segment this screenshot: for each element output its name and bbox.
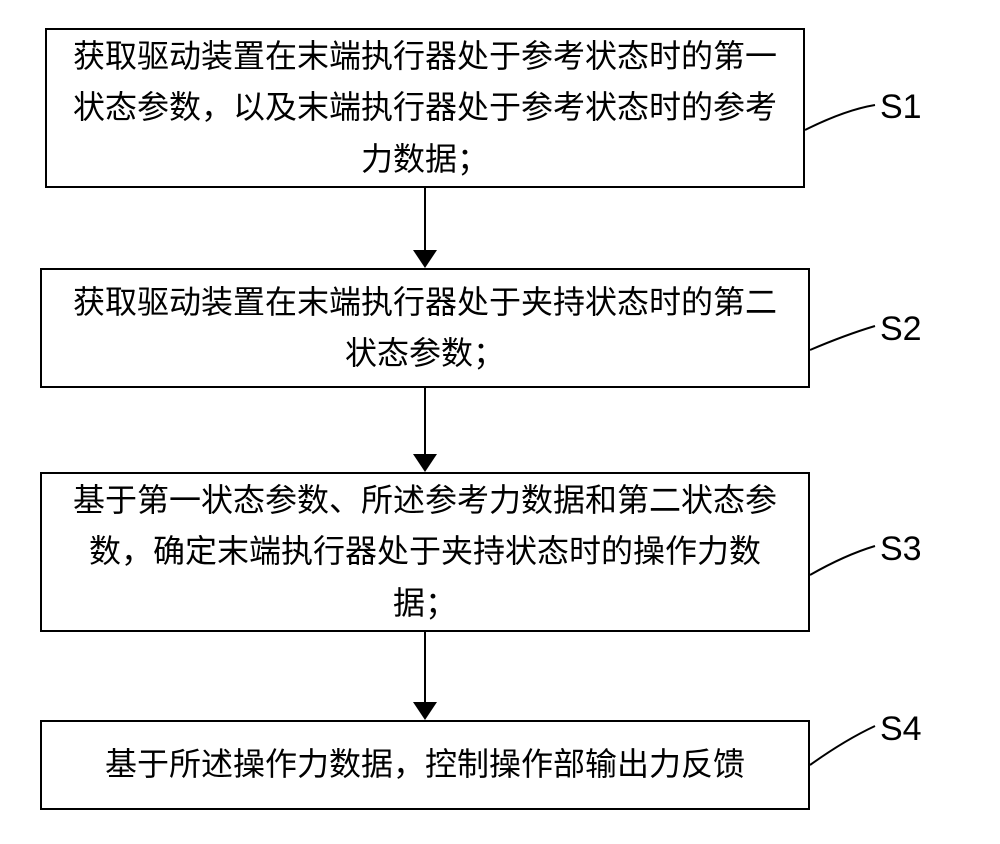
leader-s2 [808,324,877,352]
flow-label-s3: S3 [880,530,922,569]
flow-label-s1: S1 [880,88,922,127]
flow-node-s1: 获取驱动装置在末端执行器处于参考状态时的第一状态参数，以及末端执行器处于参考状态… [45,28,805,188]
flow-arrow-3-4 [405,632,445,720]
flow-node-s2: 获取驱动装置在末端执行器处于夹持状态时的第二状态参数； [40,268,810,388]
flow-node-s2-text: 获取驱动装置在末端执行器处于夹持状态时的第二状态参数； [66,277,784,379]
flow-label-s4: S4 [880,710,922,749]
flow-node-s3-text: 基于第一状态参数、所述参考力数据和第二状态参数，确定末端执行器处于夹持状态时的操… [66,475,784,629]
flow-node-s4-text: 基于所述操作力数据，控制操作部输出力反馈 [105,739,745,790]
leader-s3 [808,544,877,577]
flow-node-s4: 基于所述操作力数据，控制操作部输出力反馈 [40,720,810,810]
flowchart-canvas: 获取驱动装置在末端执行器处于参考状态时的第一状态参数，以及末端执行器处于参考状态… [0,0,1000,844]
flow-arrow-1-2 [405,188,445,268]
leader-s4 [808,724,877,767]
flow-arrow-2-3 [405,388,445,472]
flow-node-s1-text: 获取驱动装置在末端执行器处于参考状态时的第一状态参数，以及末端执行器处于参考状态… [71,31,779,185]
leader-s1 [803,103,877,132]
flow-node-s3: 基于第一状态参数、所述参考力数据和第二状态参数，确定末端执行器处于夹持状态时的操… [40,472,810,632]
flow-label-s2: S2 [880,310,922,349]
